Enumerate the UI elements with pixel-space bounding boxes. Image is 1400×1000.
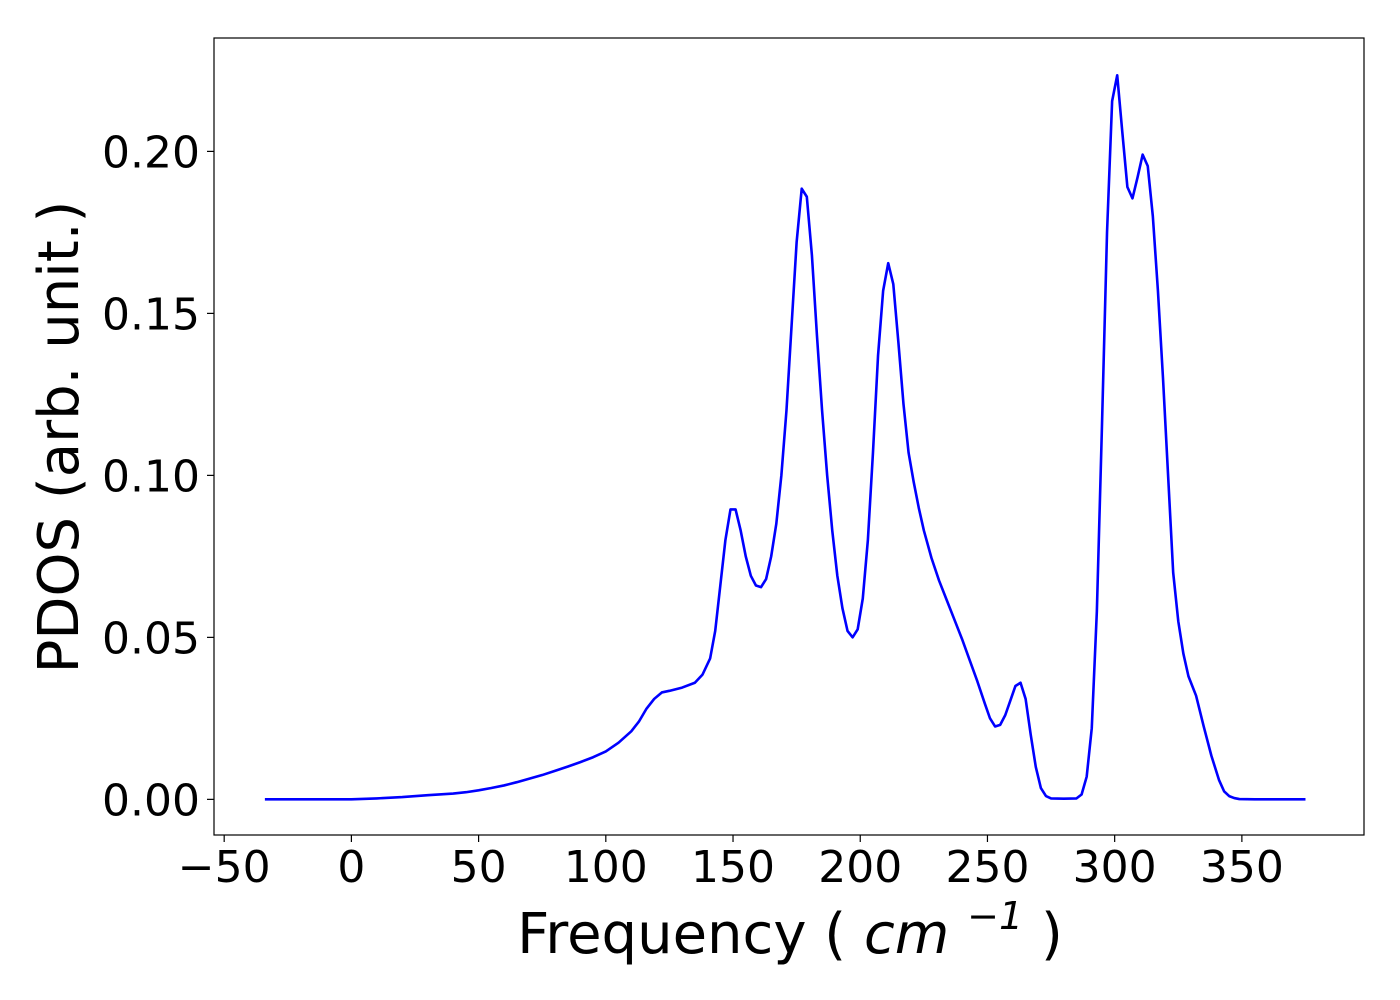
y-tick-label: 0.10	[102, 451, 200, 502]
x-axis-ticks: −50 0 50 100 150 200 250 300 350	[178, 835, 1284, 893]
x-axis-label-text: Frequency	[517, 902, 806, 967]
series-lines	[264, 73, 1306, 801]
x-axis-label-unit-base: cm	[864, 902, 949, 967]
x-tick-label: 150	[691, 842, 775, 893]
x-tick-label: 200	[818, 842, 902, 893]
x-axis-label-open-paren: (	[824, 902, 846, 967]
x-tick-label: 250	[945, 842, 1029, 893]
y-tick-label: 0.05	[102, 613, 200, 664]
y-tick-label: 0.00	[102, 775, 200, 826]
x-tick-label: 100	[564, 842, 648, 893]
plot-area: −50 0 50 100 150 200 250 300 350 0.00 0.05 0.10 0.1…	[102, 37, 1365, 893]
x-axis-label: Frequency ( cm −1 )	[517, 878, 1063, 967]
x-tick-label: 300	[1073, 842, 1157, 893]
x-tick-label: 0	[337, 842, 365, 893]
y-tick-label: 0.15	[102, 289, 200, 340]
y-axis-label: PDOS (arb. unit.)	[27, 201, 92, 674]
axes-frame	[213, 37, 1365, 836]
x-tick-label: 50	[451, 842, 507, 893]
x-axis-label-close-paren: )	[1041, 902, 1063, 967]
x-axis-label-unit-exp: −1	[967, 894, 1023, 938]
pdos-series-line	[264, 73, 1306, 801]
y-axis-ticks: 0.00 0.05 0.10 0.15 0.20	[102, 127, 214, 826]
x-tick-label: −50	[178, 842, 271, 893]
x-tick-label: 350	[1200, 842, 1284, 893]
y-tick-label: 0.20	[102, 127, 200, 178]
